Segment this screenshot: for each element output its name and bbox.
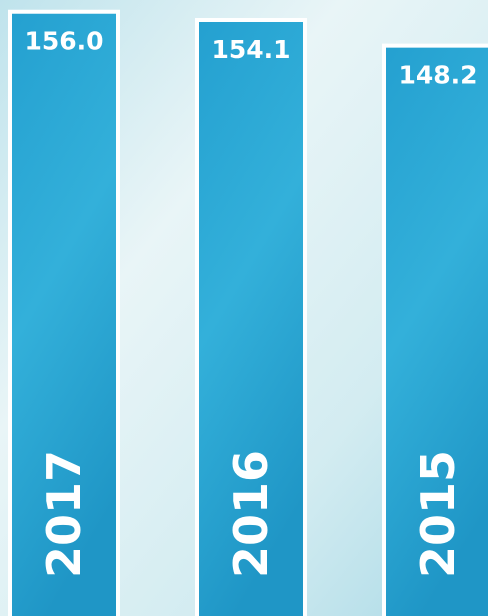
bar [195, 17, 307, 616]
value-label: 156.0 [24, 27, 103, 56]
category-label: 2017 [37, 450, 91, 578]
value-label: 148.2 [398, 61, 477, 90]
value-label: 154.1 [211, 35, 290, 64]
bar [382, 43, 488, 616]
category-label: 2016 [224, 450, 278, 578]
bar [8, 9, 120, 616]
category-label: 2015 [411, 450, 465, 578]
